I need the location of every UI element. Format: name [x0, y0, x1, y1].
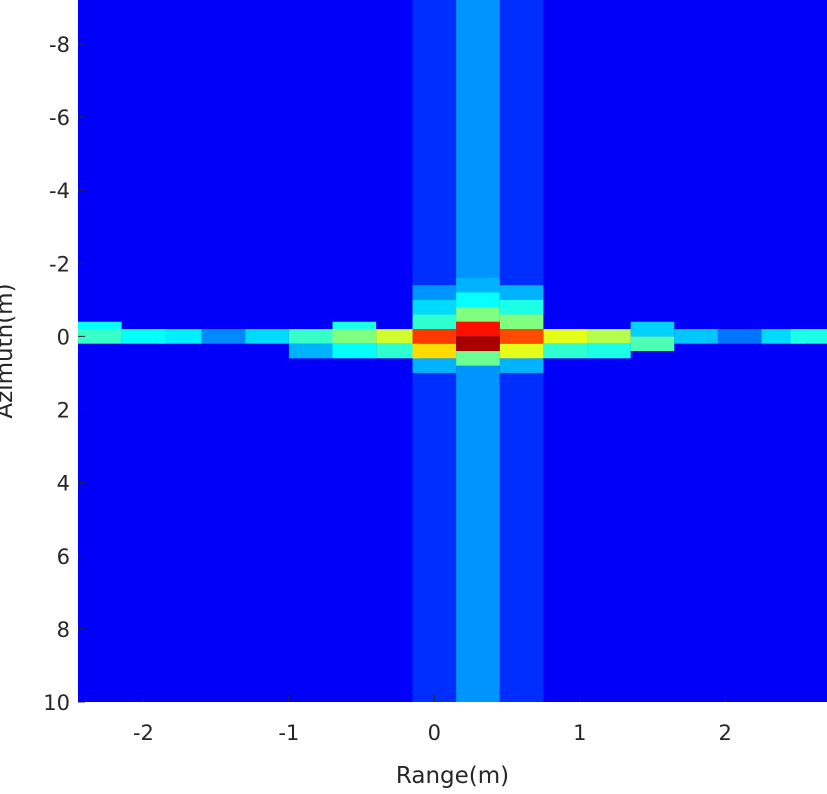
heatmap-cell-28 — [499, 329, 544, 344]
heatmap-cell-13 — [412, 285, 457, 300]
heatmap-cell-20 — [456, 292, 500, 308]
heatmap-cell-11 — [376, 329, 420, 344]
y-tick-label-8: 8 — [57, 618, 70, 642]
heatmap-cell-4 — [201, 329, 246, 344]
heatmap-cell-10 — [332, 343, 377, 359]
x-tick-label-1: -1 — [278, 721, 299, 745]
heatmap-cell-14 — [412, 299, 457, 315]
heatmap-cell-3 — [157, 329, 202, 344]
y-tick-label-5: 2 — [57, 399, 70, 423]
heatmap-cell-38 — [717, 329, 762, 344]
x-axis-ticks: -2 -1 0 1 2 — [133, 695, 732, 745]
heatmap-cell-7 — [288, 343, 333, 359]
x-tick-label-0: -2 — [133, 721, 154, 745]
heatmap-cell-26 — [499, 299, 544, 315]
heatmap-cell-37 — [674, 329, 718, 344]
heatmap-cell-32 — [543, 343, 588, 359]
heatmap-cell-15 — [412, 314, 457, 330]
heatmap-cell-29 — [499, 343, 544, 359]
y-tick-label-3: -2 — [49, 252, 70, 276]
y-tick-label-9: 10 — [43, 691, 70, 715]
x-tick-label-4: 2 — [719, 721, 732, 745]
heatmap-cell-27 — [499, 314, 544, 330]
heatmap-cell-18 — [412, 358, 457, 373]
heatmap-cell-5 — [245, 329, 289, 344]
heatmap-cell-19 — [456, 277, 500, 293]
y-tick-label-2: -4 — [49, 179, 70, 203]
heatmap-cell-40 — [790, 329, 827, 344]
y-tick-label-6: 4 — [57, 472, 70, 496]
heatmap-cell-24 — [456, 351, 500, 366]
heatmap-cell-31 — [543, 329, 588, 344]
heatmap-cell-6 — [288, 329, 333, 344]
x-axis-label: Range(m) — [396, 763, 509, 789]
y-tick-label-7: 6 — [57, 545, 70, 569]
x-tick-label-2: 0 — [428, 721, 441, 745]
heatmap-cell-23 — [456, 336, 500, 351]
heatmap-cell-30 — [499, 358, 544, 373]
y-axis-label: Azimuth(m) — [0, 283, 18, 418]
y-axis-ticks: -8 -6 -4 -2 0 2 4 6 8 10 — [43, 33, 85, 715]
heatmap-cell-36 — [630, 336, 675, 351]
heatmap-cell-8 — [332, 329, 377, 344]
y-tick-label-0: -8 — [49, 33, 70, 57]
heatmap-cell-21 — [456, 307, 500, 322]
heatmap-cell-34 — [587, 343, 631, 359]
y-tick-label-1: -6 — [49, 106, 70, 130]
heatmap-cell-0 — [78, 329, 122, 344]
plot-area — [78, 0, 827, 702]
heatmap-cell-2 — [121, 329, 166, 344]
heatmap-cell-17 — [412, 343, 457, 359]
heatmap-cell-33 — [587, 329, 631, 344]
x-tick-label-3: 1 — [573, 721, 586, 745]
heatmap-cell-25 — [499, 285, 544, 300]
heatmap-cell-35 — [630, 321, 675, 337]
heatmap-cell-22 — [456, 321, 500, 337]
heatmap-cell-16 — [412, 329, 457, 344]
heatmap-cell-12 — [376, 343, 420, 359]
y-tick-label-4: 0 — [57, 325, 70, 349]
